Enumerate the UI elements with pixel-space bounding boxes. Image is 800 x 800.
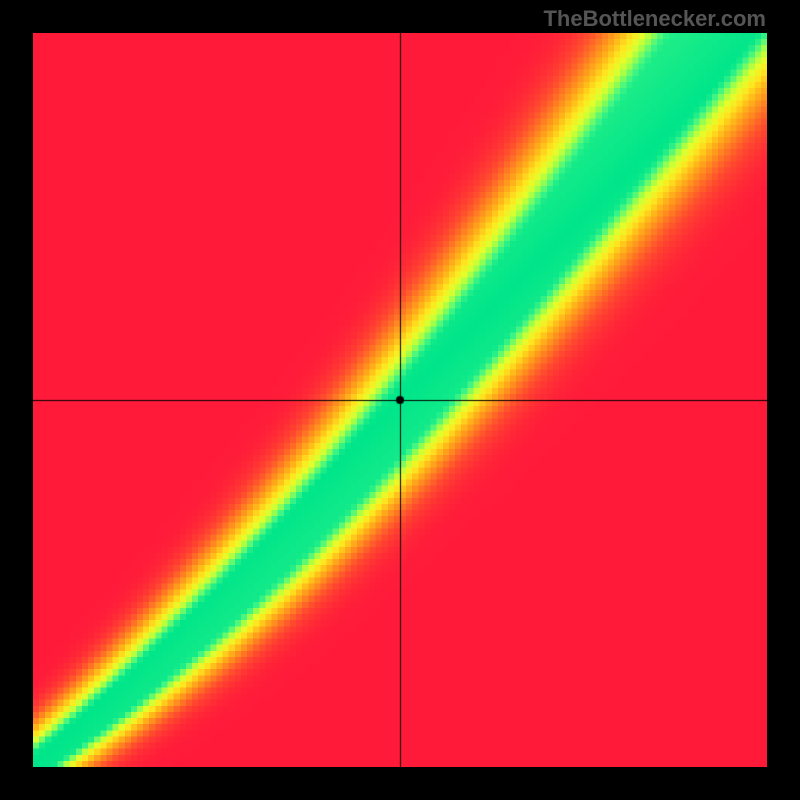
crosshair-overlay: [33, 33, 767, 767]
chart-container: TheBottlenecker.com: [0, 0, 800, 800]
watermark-text: TheBottlenecker.com: [543, 6, 766, 32]
